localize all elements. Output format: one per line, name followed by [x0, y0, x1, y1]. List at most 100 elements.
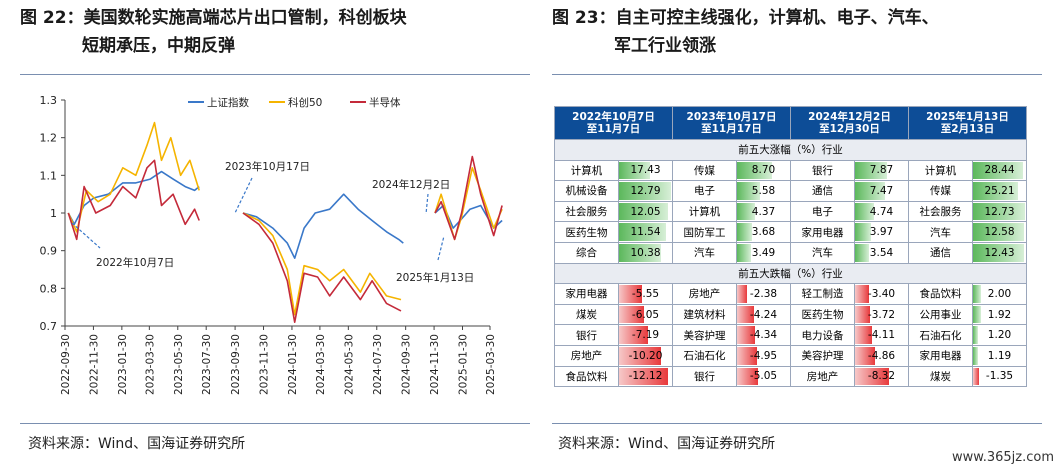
value-bar [855, 285, 869, 303]
value-text: 2.00 [987, 287, 1012, 300]
value-cell: 2.00 [972, 283, 1027, 305]
industry-cell: 食品饮料 [908, 283, 973, 305]
x-tick-label: 2023-01-30 [117, 334, 129, 395]
value-text: 3.97 [869, 226, 894, 239]
value-bar [619, 161, 650, 180]
value-text: 3.68 [751, 226, 776, 239]
industry-cell: 汽车 [790, 241, 855, 264]
value-cell: 3.68 [736, 221, 791, 243]
value-bar [619, 202, 669, 221]
value-text: 12.58 [984, 226, 1015, 239]
value-bar [737, 305, 755, 324]
industry-cell: 汽车 [672, 241, 737, 264]
value-cell: 8.70 [736, 159, 791, 182]
value-cell: -1.35 [972, 365, 1027, 388]
value-text: 4.74 [869, 205, 894, 218]
period-line1: 2025年1月13日 [926, 111, 1009, 123]
period-line2: 至11月17日 [701, 123, 762, 135]
industry-cell: 综合 [554, 241, 619, 264]
annotation-arrow [437, 235, 445, 261]
value-bar [855, 202, 875, 221]
section-label: 前五大涨幅（%）行业 [554, 139, 1027, 161]
value-cell: 10.38 [618, 241, 673, 264]
value-cell: 7.87 [854, 159, 909, 182]
value-text: 8.70 [751, 164, 776, 177]
left-bottom-rule [20, 423, 530, 424]
industry-cell: 计算机 [554, 159, 619, 182]
value-text: -5.55 [631, 287, 660, 300]
watermark: www.365jz.com [952, 450, 1054, 465]
value-cell: 5.58 [736, 180, 791, 202]
period-line1: 2024年12月2日 [808, 111, 891, 123]
value-bar [855, 223, 872, 241]
x-tick-label: 2025-01-30 [458, 334, 470, 395]
x-tick-label: 2024-07-30 [372, 334, 384, 395]
industry-cell: 社会服务 [908, 200, 973, 223]
x-tick-label: 2024-05-30 [343, 334, 355, 395]
annotation-label: 2023年10月17日 [225, 160, 310, 173]
y-tick-label: 0.7 [40, 320, 58, 333]
value-text: 12.05 [630, 205, 661, 218]
industry-cell: 家用电器 [790, 221, 855, 243]
industry-cell: 公用事业 [908, 303, 973, 326]
series-line-半导体 [67, 159, 200, 241]
value-cell: -8.32 [854, 365, 909, 388]
section-label: 前五大跌幅（%）行业 [554, 262, 1027, 285]
value-cell: -2.38 [736, 283, 791, 305]
industry-cell: 社会服务 [554, 200, 619, 223]
value-cell: -5.55 [618, 283, 673, 305]
value-bar [973, 346, 978, 365]
industry-cell: 电力设备 [790, 324, 855, 346]
value-bar [855, 243, 870, 262]
right-figure-title: 图 23：自主可控主线强化，计算机、电子、汽车、 军工行业领涨 [552, 4, 1052, 60]
left-title-line2: 短期承压，中期反弹 [82, 36, 235, 56]
value-text: 1.92 [987, 308, 1012, 321]
value-text: 12.79 [630, 184, 661, 197]
annotation-label: 2024年12月2日 [372, 178, 450, 191]
period-header: 2024年12月2日 至12月30日 [790, 106, 909, 140]
value-bar [737, 367, 758, 386]
period-header: 2022年10月7日 至11月7日 [554, 106, 673, 140]
period-line1: 2023年10月17日 [686, 111, 777, 123]
value-cell: -3.40 [854, 283, 909, 305]
period-line2: 至2月13日 [940, 123, 995, 135]
value-text: 12.73 [984, 205, 1015, 218]
value-bar [737, 161, 773, 180]
value-bar [737, 202, 755, 221]
industry-cell: 传媒 [908, 180, 973, 202]
left-figure-title: 图 22：美国数轮实施高端芯片出口管制，科创板块 短期承压，中期反弹 [20, 4, 530, 60]
value-cell: 11.54 [618, 221, 673, 243]
y-tick-label: 1.1 [40, 169, 58, 182]
value-bar [973, 367, 979, 386]
value-text: -4.24 [749, 308, 778, 321]
period-line2: 至12月30日 [819, 123, 880, 135]
industry-cell: 美容护理 [672, 324, 737, 346]
value-cell: -7.19 [618, 324, 673, 346]
table-row: 银行 -7.19 美容护理 -4.34 电力设备 -4.11 石油石化 1.20 [554, 324, 1027, 346]
value-bar [973, 202, 1025, 221]
y-tick-label: 1.3 [40, 94, 58, 107]
annotation-label: 2022年10月7日 [96, 256, 174, 269]
value-bar [855, 182, 886, 200]
value-text: -4.86 [867, 349, 896, 362]
value-text: -8.32 [867, 370, 896, 383]
industry-cell: 食品饮料 [554, 365, 619, 388]
table-row: 计算机 17.43 传媒 8.70 银行 7.87 计算机 28.44 [554, 159, 1027, 182]
value-text: -5.05 [749, 370, 778, 383]
value-text: -6.05 [631, 308, 660, 321]
value-text: -3.72 [867, 308, 896, 321]
industry-cell: 美容护理 [790, 344, 855, 367]
x-tick-label: 2022-11-30 [88, 334, 100, 395]
right-top-rule [552, 74, 1042, 75]
value-cell: 12.79 [618, 180, 673, 202]
industry-cell: 汽车 [908, 221, 973, 243]
series-line-科创50 [67, 121, 200, 233]
value-text: 12.43 [984, 246, 1015, 259]
value-cell: 1.20 [972, 324, 1027, 346]
period-header: 2023年10月17日 至11月17日 [672, 106, 791, 140]
industry-cell: 计算机 [672, 200, 737, 223]
series-line-科创50 [434, 167, 503, 241]
value-cell: -4.34 [736, 324, 791, 346]
table-row: 食品饮料 -12.12 银行 -5.05 房地产 -8.32 煤炭 -1.35 [554, 365, 1027, 388]
value-bar [737, 326, 755, 344]
